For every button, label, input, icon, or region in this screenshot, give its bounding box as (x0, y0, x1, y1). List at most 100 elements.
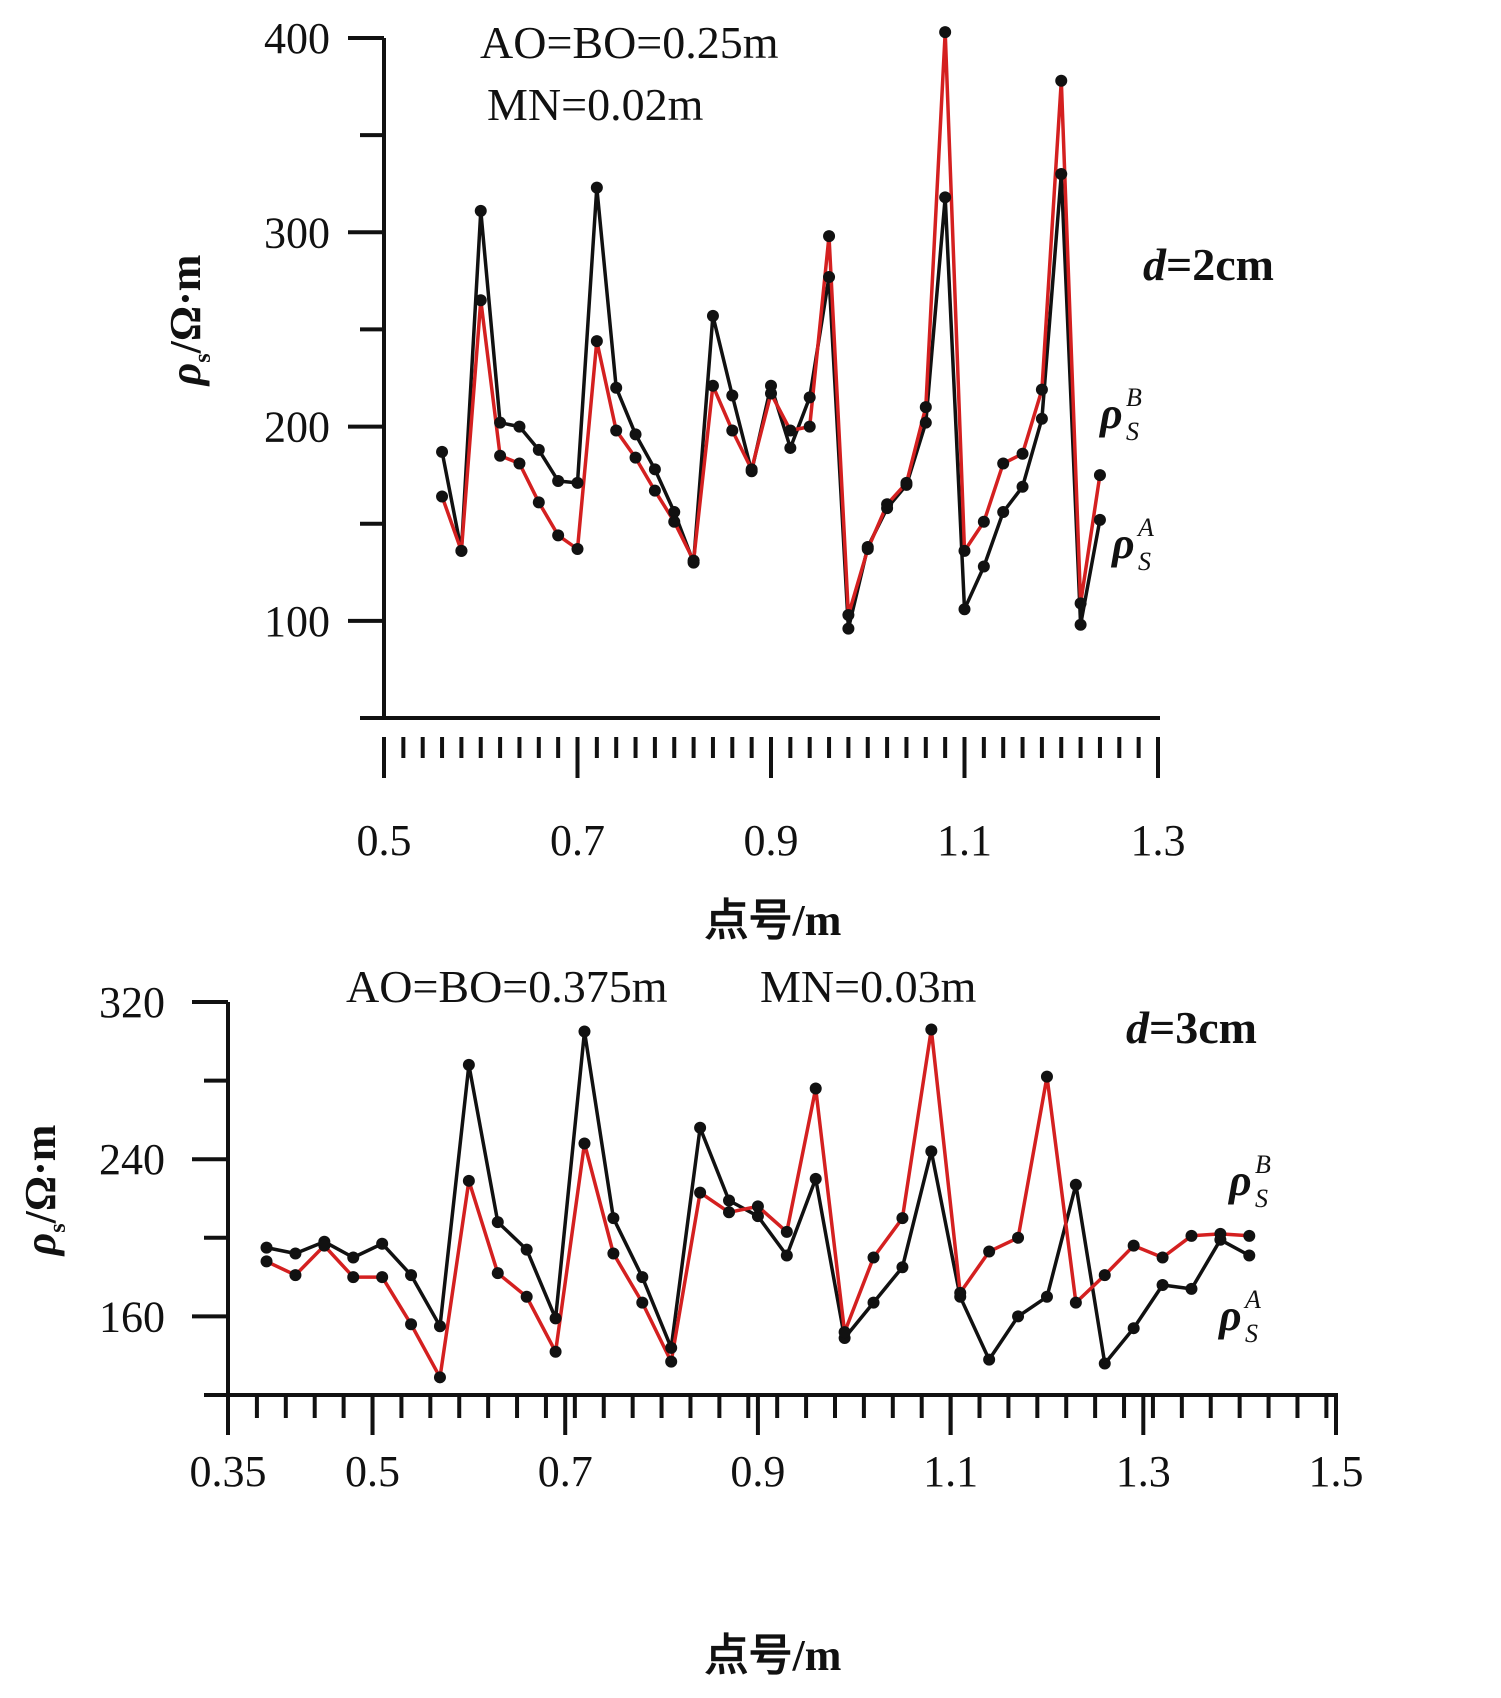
data-point (607, 1212, 620, 1225)
data-point (823, 270, 836, 283)
data-point (1185, 1229, 1198, 1242)
data-point (900, 476, 913, 489)
data-point (809, 1082, 822, 1095)
data-point (803, 391, 816, 404)
data-point (590, 181, 603, 194)
y-axis-title-rho: ρ (161, 363, 210, 388)
series-label-sup: B (1126, 383, 1142, 412)
data-point (1156, 1278, 1169, 1291)
data-point (896, 1261, 909, 1274)
data-point (668, 515, 681, 528)
x-tick-label: 0.35 (190, 1447, 267, 1496)
depth-label-var: d (1143, 239, 1167, 290)
data-point (552, 474, 565, 487)
data-point (549, 1312, 562, 1325)
data-point (1035, 412, 1048, 425)
data-point (726, 424, 739, 437)
data-point (977, 515, 990, 528)
data-point (668, 506, 681, 519)
data-point (491, 1267, 504, 1280)
depth-label: d=3cm (1126, 1002, 1257, 1053)
data-point (1185, 1282, 1198, 1295)
data-point (723, 1194, 736, 1207)
parameter-annotation: AO=BO=0.25m (480, 17, 779, 68)
series-label-sup: B (1255, 1150, 1271, 1179)
data-point (1156, 1251, 1169, 1264)
data-point (607, 1247, 620, 1260)
data-point (1012, 1310, 1025, 1323)
data-point (1093, 513, 1106, 526)
data-point (1055, 74, 1068, 87)
data-point (494, 416, 507, 429)
data-point (919, 416, 932, 429)
data-point (610, 424, 623, 437)
data-point (838, 1326, 851, 1339)
data-point (706, 309, 719, 322)
data-point (958, 603, 971, 616)
data-point (1069, 1296, 1082, 1309)
data-point (636, 1296, 649, 1309)
data-point (260, 1255, 273, 1268)
depth-label: d=2cm (1143, 239, 1274, 290)
series-label: ρ BS (1227, 1150, 1271, 1213)
data-point (513, 420, 526, 433)
data-point (954, 1286, 967, 1299)
data-point (1098, 1357, 1111, 1370)
data-point (896, 1212, 909, 1225)
x-tick-label: 1.5 (1309, 1447, 1364, 1496)
series-label-sup: A (1243, 1285, 1261, 1314)
data-point (939, 26, 952, 39)
data-point (925, 1023, 938, 1036)
data-point (289, 1269, 302, 1282)
x-tick-label: 1.3 (1116, 1447, 1171, 1496)
data-point (474, 294, 487, 307)
series-label-sub: S (1126, 417, 1139, 446)
x-tick-label: 0.7 (538, 1447, 593, 1496)
data-point (648, 484, 661, 497)
data-point (1016, 480, 1029, 493)
data-point (765, 387, 777, 400)
data-point (376, 1237, 389, 1250)
series-label: ρ BS (1098, 383, 1142, 446)
data-point (629, 451, 642, 464)
data-point (636, 1271, 649, 1284)
data-point (532, 496, 545, 509)
data-point (462, 1058, 475, 1071)
parameter-annotation: MN=0.02m (487, 79, 704, 130)
y-tick-label: 160 (99, 1292, 165, 1341)
data-point (1098, 1269, 1111, 1282)
y-tick-label: 320 (99, 978, 165, 1027)
data-point (610, 381, 623, 394)
data-point (977, 560, 990, 573)
series-label-symbol: ρ (1227, 1156, 1252, 1205)
depth-label-var: d (1126, 1002, 1150, 1053)
series-label-sup: A (1136, 513, 1154, 542)
data-point (1127, 1322, 1140, 1335)
data-point (939, 191, 952, 204)
data-point (376, 1271, 389, 1284)
depth-label-value: =2cm (1166, 239, 1274, 290)
data-point (1012, 1231, 1025, 1244)
data-point (867, 1296, 880, 1309)
data-point (997, 457, 1010, 470)
y-axis-title-sub: s (190, 353, 216, 362)
data-point (318, 1239, 331, 1252)
y-tick-label: 400 (264, 14, 330, 63)
data-point (694, 1186, 707, 1199)
data-point (1074, 618, 1087, 631)
data-point (687, 554, 700, 567)
data-point (823, 230, 836, 243)
data-point (842, 622, 855, 635)
data-point (726, 389, 739, 402)
data-point (1074, 597, 1087, 610)
data-point (433, 1320, 446, 1333)
x-axis-title: 点号/m (705, 896, 842, 945)
x-tick-label: 1.3 (1131, 816, 1186, 865)
data-point (780, 1249, 793, 1262)
parameter-annotation: AO=BO=0.375m (346, 961, 668, 1012)
data-point (784, 424, 797, 437)
data-point (1055, 168, 1068, 180)
